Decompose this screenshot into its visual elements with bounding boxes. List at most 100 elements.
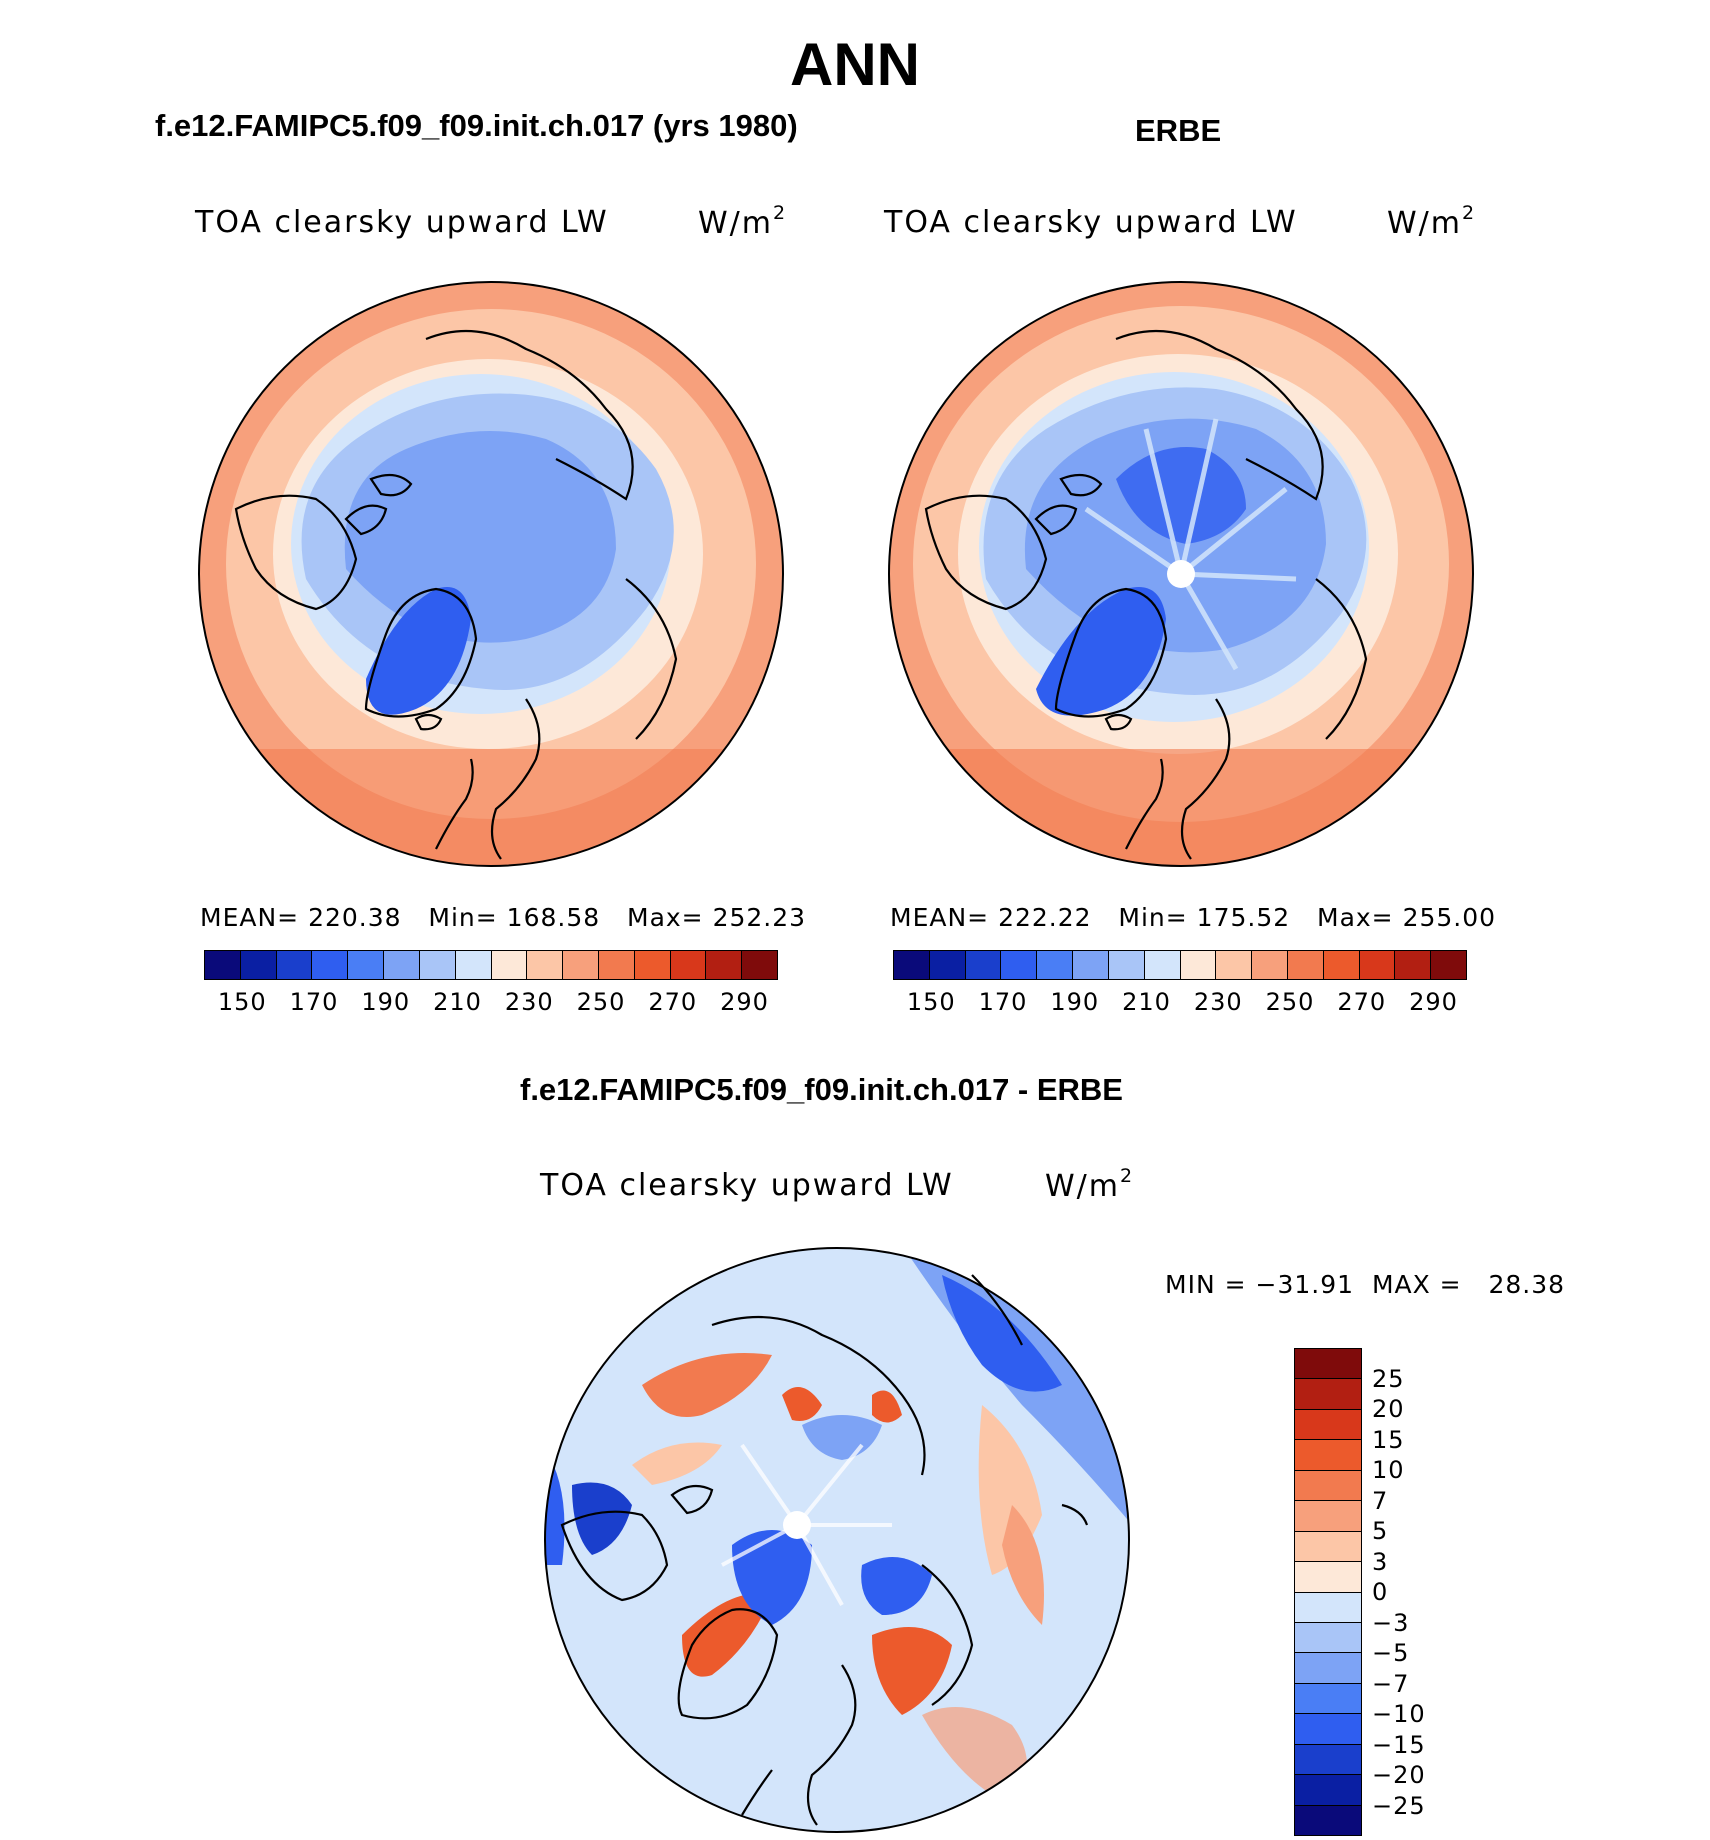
model-colorbar-swatch bbox=[240, 951, 277, 979]
diff-colorbar-swatch bbox=[1295, 1501, 1361, 1532]
model-colorbar-tick-label: 290 bbox=[720, 988, 769, 1016]
model-colorbar-tick-label: 270 bbox=[648, 988, 698, 1016]
model-colorbar-swatch bbox=[527, 951, 564, 979]
diff-polar-map bbox=[544, 1247, 1130, 1833]
diff-colorbar-swatch bbox=[1295, 1531, 1361, 1563]
diff-colorbar-tick-label: −25 bbox=[1372, 1791, 1426, 1820]
obs-colorbar-swatch bbox=[1108, 951, 1145, 979]
diff-colorbar-swatch bbox=[1295, 1714, 1361, 1745]
diff-colorbar-swatch bbox=[1295, 1592, 1361, 1623]
obs-colorbar-swatch bbox=[1431, 951, 1466, 979]
model-colorbar-tick-label: 170 bbox=[289, 988, 339, 1016]
diff-colorbar-swatch bbox=[1295, 1349, 1361, 1380]
obs-colorbar-swatch bbox=[929, 951, 966, 979]
diff-colorbar-swatch bbox=[1295, 1775, 1361, 1806]
model-colorbar-tick-label: 150 bbox=[217, 988, 267, 1016]
model-colorbar-swatch bbox=[742, 951, 777, 979]
obs-colorbar-tick-label: 270 bbox=[1337, 988, 1387, 1016]
diff-colorbar-swatch bbox=[1295, 1683, 1361, 1715]
obs-colorbar-tick-label: 230 bbox=[1193, 988, 1243, 1016]
obs-colorbar-swatch bbox=[965, 951, 1002, 979]
model-field-name: TOA clearsky upward LW bbox=[195, 205, 609, 240]
diff-panel-title: f.e12.FAMIPC5.f09_f09.init.ch.017 - ERBE bbox=[520, 1072, 1123, 1107]
obs-colorbar-tick-label: 210 bbox=[1122, 988, 1171, 1016]
model-colorbar-swatch bbox=[634, 951, 671, 979]
model-colorbar-swatch bbox=[348, 951, 385, 979]
diff-colorbar-tick-label: −7 bbox=[1372, 1669, 1410, 1698]
obs-colorbar-swatch bbox=[894, 951, 930, 979]
diff-colorbar-swatch bbox=[1295, 1379, 1361, 1410]
diff-colorbar-tick-label: −15 bbox=[1372, 1730, 1426, 1759]
model-colorbar-swatch bbox=[312, 951, 349, 979]
model-colorbar-swatch bbox=[205, 951, 241, 979]
obs-colorbar-swatch bbox=[1287, 951, 1324, 979]
model-unit: W/m2 bbox=[698, 202, 788, 241]
model-colorbar-swatch bbox=[455, 951, 492, 979]
obs-colorbar-tick-label: 250 bbox=[1265, 988, 1315, 1016]
obs-colorbar-swatch bbox=[1216, 951, 1253, 979]
model-coastlines bbox=[234, 329, 678, 860]
model-colorbar-tick-label: 190 bbox=[361, 988, 411, 1016]
diff-colorbar-tick-label: 10 bbox=[1372, 1456, 1405, 1484]
model-colorbar-swatch bbox=[491, 951, 528, 979]
diff-colorbar-ticks: 25 20 15 10 7 5 3 0 −3 −5 −7 −10 −15 −20 −25 bbox=[1372, 1348, 1452, 1836]
obs-field-name: TOA clearsky upward LW bbox=[884, 205, 1298, 240]
model-colorbar-tick-label: 250 bbox=[576, 988, 626, 1016]
model-colorbar-swatch bbox=[384, 951, 420, 979]
diff-colorbar-tick-label: 3 bbox=[1372, 1547, 1389, 1576]
model-colorbar-ticks: 150 170 190 210 230 250 270 290 bbox=[204, 988, 778, 1018]
diff-stats: MIN = −31.91 MAX = 28.38 bbox=[1165, 1270, 1566, 1299]
obs-unit: W/m2 bbox=[1387, 202, 1477, 241]
diff-field-name: TOA clearsky upward LW bbox=[540, 1168, 954, 1203]
obs-colorbar-tick-label: 170 bbox=[978, 988, 1028, 1016]
obs-polar-map bbox=[888, 281, 1474, 867]
obs-colorbar-tick-label: 150 bbox=[906, 988, 956, 1016]
obs-colorbar-ticks: 150 170 190 210 230 250 270 290 bbox=[893, 988, 1467, 1018]
obs-colorbar-swatch bbox=[1359, 951, 1396, 979]
obs-colorbar-swatch bbox=[1037, 951, 1074, 979]
diff-coastlines bbox=[560, 1274, 1089, 1826]
diff-colorbar-tick-label: 20 bbox=[1372, 1395, 1405, 1423]
page-title: ANN bbox=[790, 31, 920, 98]
obs-colorbar-swatch bbox=[1001, 951, 1038, 979]
diff-colorbar-swatch bbox=[1295, 1409, 1361, 1441]
model-colorbar-tick-label: 210 bbox=[433, 988, 482, 1016]
model-colorbar-swatch bbox=[419, 951, 456, 979]
obs-coastlines bbox=[924, 329, 1368, 860]
diff-colorbar-tick-label: −3 bbox=[1372, 1608, 1410, 1637]
obs-colorbar bbox=[893, 950, 1467, 980]
obs-colorbar-swatch bbox=[1323, 951, 1360, 979]
obs-panel-title: ERBE bbox=[1135, 113, 1222, 148]
diff-colorbar-swatch bbox=[1295, 1470, 1361, 1502]
model-colorbar-swatch bbox=[276, 951, 313, 979]
diff-contour-fill bbox=[545, 1248, 1129, 1832]
model-stats: MEAN= 220.38 Min= 168.58 Max= 252.23 bbox=[200, 903, 807, 932]
obs-colorbar-tick-label: 290 bbox=[1409, 988, 1458, 1016]
obs-colorbar-swatch bbox=[1073, 951, 1109, 979]
model-panel-title: f.e12.FAMIPC5.f09_f09.init.ch.017 (yrs 1… bbox=[155, 108, 798, 143]
obs-colorbar-swatch bbox=[1144, 951, 1181, 979]
diff-colorbar-tick-label: 25 bbox=[1372, 1364, 1405, 1393]
diff-colorbar-tick-label: 5 bbox=[1372, 1517, 1389, 1545]
diff-colorbar-tick-label: −5 bbox=[1372, 1639, 1410, 1667]
obs-colorbar-swatch bbox=[1252, 951, 1288, 979]
model-colorbar-tick-label: 230 bbox=[504, 988, 554, 1016]
diff-colorbar bbox=[1294, 1348, 1362, 1836]
diff-colorbar-tick-label: 7 bbox=[1372, 1486, 1389, 1515]
obs-colorbar-swatch bbox=[1180, 951, 1217, 979]
diff-colorbar-tick-label: 15 bbox=[1372, 1425, 1405, 1454]
diff-colorbar-tick-label: −20 bbox=[1372, 1761, 1426, 1789]
diff-colorbar-swatch bbox=[1295, 1744, 1361, 1776]
diff-colorbar-tick-label: 0 bbox=[1372, 1578, 1389, 1606]
diff-colorbar-swatch bbox=[1295, 1562, 1361, 1593]
diff-unit: W/m2 bbox=[1045, 1165, 1135, 1204]
diff-colorbar-swatch bbox=[1295, 1440, 1361, 1471]
model-colorbar-swatch bbox=[563, 951, 599, 979]
diff-colorbar-swatch bbox=[1295, 1805, 1361, 1835]
model-colorbar-swatch bbox=[706, 951, 743, 979]
model-colorbar-swatch bbox=[670, 951, 707, 979]
model-polar-map bbox=[198, 281, 784, 867]
obs-colorbar-swatch bbox=[1395, 951, 1432, 979]
obs-stats: MEAN= 222.22 Min= 175.52 Max= 255.00 bbox=[890, 903, 1497, 932]
diff-colorbar-swatch bbox=[1295, 1653, 1361, 1684]
